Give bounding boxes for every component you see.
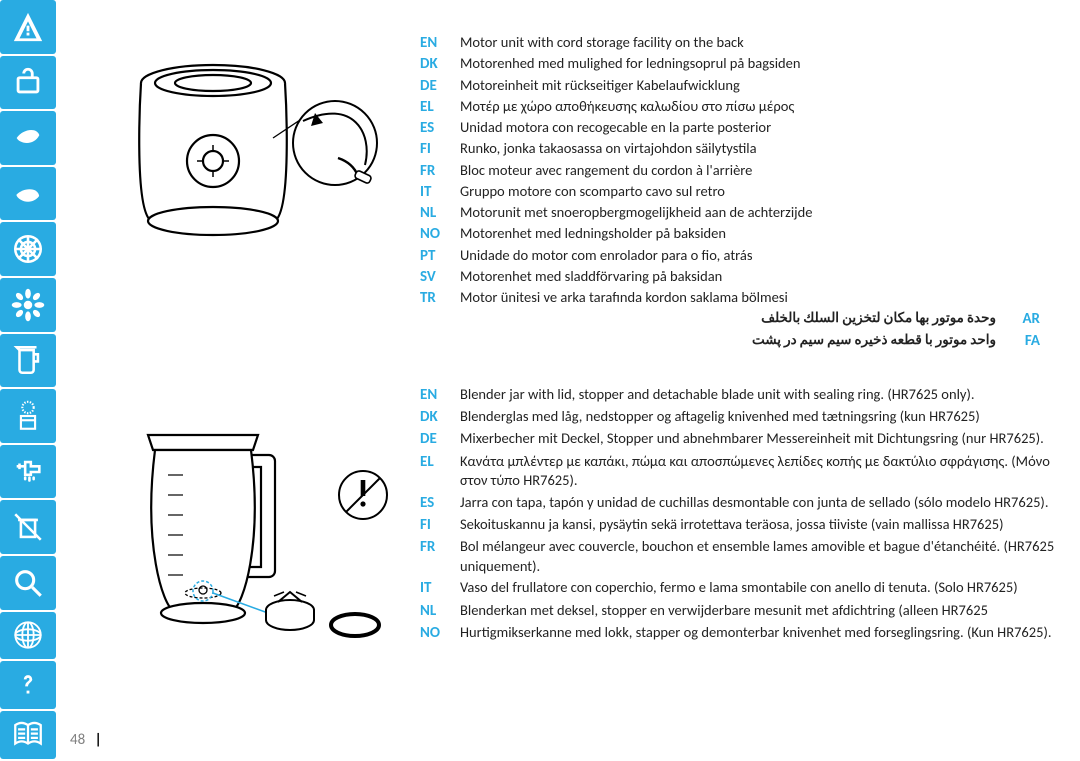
lang-text: Motor ünitesi ve arka tarafında kordon s…: [460, 288, 1060, 308]
lang-code: FR: [420, 161, 460, 181]
lang-text: واحد موتور با قطعه ذخیره سیم سیم در پشت: [420, 331, 996, 349]
lang-row: ELΚανάτα μπλέντερ με καπάκι, πώμα και απ…: [420, 452, 1060, 491]
lang-text: Unidad motora con recogecable en la part…: [460, 118, 1060, 138]
lang-code: DE: [420, 429, 460, 449]
lang-text: Mixerbecher mit Deckel, Stopper und abne…: [460, 429, 1060, 449]
lang-row: SVMotorenhet med sladdförvaring på baksi…: [420, 267, 1060, 287]
lang-code: IT: [420, 578, 460, 598]
lang-code: EL: [420, 97, 460, 117]
flower-icon: [0, 278, 56, 332]
lang-text: Runko, jonka takaosassa on virtajohdon s…: [460, 139, 1060, 159]
lang-code: NO: [420, 623, 460, 643]
lang-code: NO: [420, 224, 460, 244]
lang-code: IT: [420, 182, 460, 202]
motor-unit-illustration: [65, 33, 420, 352]
page-number: 48 |: [70, 731, 102, 749]
lang-row: NOHurtigmikserkanne med lokk, stapper og…: [420, 623, 1060, 643]
lang-code: FR: [420, 537, 460, 557]
guarantee-icon: [0, 612, 56, 660]
leaf2-icon: [0, 167, 56, 221]
lang-row: FRBol mélangeur avec couvercle, bouchon …: [420, 537, 1060, 576]
lang-row: FRBloc moteur avec rangement du cordon à…: [420, 161, 1060, 181]
lang-text: Motorenhet med sladdförvaring på baksida…: [460, 267, 1060, 287]
storage-icon: [0, 389, 56, 443]
lang-code: ES: [420, 493, 460, 513]
lang-row: NLMotorunit met snoeropbergmogelijkheid …: [420, 203, 1060, 223]
blender-jar-illustration: [65, 385, 420, 675]
lang-row: FIRunko, jonka takaosassa on virtajohdon…: [420, 139, 1060, 159]
lang-text: Gruppo motore con scomparto cavo sul ret…: [460, 182, 1060, 202]
lang-row: DEMixerbecher mit Deckel, Stopper und ab…: [420, 429, 1060, 449]
lang-code: TR: [420, 288, 460, 308]
lang-row: NOMotorenhet med ledningsholder på baksi…: [420, 224, 1060, 244]
lang-code: EN: [420, 385, 460, 405]
lang-row: DEMotoreinheit mit rückseitiger Kabelauf…: [420, 76, 1060, 96]
lang-text: Bloc moteur avec rangement du cordon à l…: [460, 161, 1060, 181]
lang-row-rtl: AR وحدة موتور بها مكان لتخزين السلك بالخل…: [420, 309, 1060, 329]
lang-text: Motorenhet med ledningsholder på bakside…: [460, 224, 1060, 244]
tap-icon: [0, 445, 56, 499]
page-number-value: 48: [70, 731, 85, 749]
lang-code: PT: [420, 246, 460, 266]
lang-row: ITVaso del frullatore con coperchio, fer…: [420, 578, 1060, 598]
jug-icon: [0, 334, 56, 388]
lang-text: Sekoituskannu ja kansi, pysäytin sekä ir…: [460, 515, 1060, 535]
nobin-icon: [0, 500, 56, 554]
lang-text: Κανάτα μπλέντερ με καπάκι, πώμα και αποσ…: [460, 452, 1060, 491]
leaf1-icon: [0, 111, 56, 165]
lang-text: Motoreinheit mit rückseitiger Kabelaufwi…: [460, 76, 1060, 96]
section-motor-unit: ENMotor unit with cord storage facility …: [65, 0, 1080, 352]
lang-row: ESUnidad motora con recogecable en la pa…: [420, 118, 1060, 138]
lang-text: Blenderglas med låg, nedstopper og aftag…: [460, 407, 1060, 427]
lang-code: DK: [420, 54, 460, 74]
lock-open-icon: [0, 56, 56, 110]
lang-row: ENMotor unit with cord storage facility …: [420, 33, 1060, 53]
lang-row: TRMotor ünitesi ve arka tarafında kordon…: [420, 288, 1060, 308]
lang-code: DK: [420, 407, 460, 427]
lang-text: Vaso del frullatore con coperchio, fermo…: [460, 578, 1060, 598]
lang-text: Hurtigmikserkanne med lokk, stapper og d…: [460, 623, 1060, 643]
lang-text: وحدة موتور بها مكان لتخزين السلك بالخلف: [420, 309, 996, 327]
lang-text: Blenderkan met deksel, stopper en verwij…: [460, 601, 1060, 621]
lang-text: Unidade do motor com enrolador para o fi…: [460, 246, 1060, 266]
lang-code: FI: [420, 139, 460, 159]
section-blender-jar: ENBlender jar with lid, stopper and deta…: [65, 352, 1080, 675]
citrus-icon: [0, 222, 56, 276]
warning-icon: [0, 0, 56, 54]
lang-code: AR: [1004, 309, 1040, 329]
lang-row: ESJarra con tapa, tapón y unidad de cuch…: [420, 493, 1060, 513]
lang-row-rtl: FA واحد موتور با قطعه ذخیره سیم سیم در پش…: [420, 331, 1060, 351]
lang-code: ES: [420, 118, 460, 138]
page-content: ENMotor unit with cord storage facility …: [65, 0, 1080, 761]
lang-code: EN: [420, 33, 460, 53]
lang-row: DKBlenderglas med låg, nedstopper og aft…: [420, 407, 1060, 427]
lang-code: NL: [420, 601, 460, 621]
lang-row: PTUnidade do motor com enrolador para o …: [420, 246, 1060, 266]
section2-text: ENBlender jar with lid, stopper and deta…: [420, 385, 1080, 675]
lang-code: EL: [420, 452, 460, 472]
lang-code: FA: [1004, 331, 1040, 351]
lang-code: DE: [420, 76, 460, 96]
lang-text: Μοτέρ με χώρο αποθήκευσης καλωδίου στο π…: [460, 97, 1060, 117]
lang-code: FI: [420, 515, 460, 535]
magnifier-icon: [0, 556, 56, 610]
lang-row: DKMotorenhed med mulighed for ledningsop…: [420, 54, 1060, 74]
sidebar: [0, 0, 60, 761]
lang-text: Motorenhed med mulighed for ledningsopru…: [460, 54, 1060, 74]
lang-text: Motorunit met snoeropbergmogelijkheid aa…: [460, 203, 1060, 223]
lang-text: Motor unit with cord storage facility on…: [460, 33, 1060, 53]
question-icon: [0, 661, 56, 709]
lang-row: ELΜοτέρ με χώρο αποθήκευσης καλωδίου στο…: [420, 97, 1060, 117]
lang-row: NLBlenderkan met deksel, stopper en verw…: [420, 601, 1060, 621]
lang-row: FISekoituskannu ja kansi, pysäytin sekä …: [420, 515, 1060, 535]
lang-code: NL: [420, 203, 460, 223]
lang-text: Bol mélangeur avec couvercle, bouchon et…: [460, 537, 1060, 576]
lang-row: ENBlender jar with lid, stopper and deta…: [420, 385, 1060, 405]
section1-text: ENMotor unit with cord storage facility …: [420, 33, 1080, 352]
lang-row: ITGruppo motore con scomparto cavo sul r…: [420, 182, 1060, 202]
lang-text: Jarra con tapa, tapón y unidad de cuchil…: [460, 493, 1060, 513]
manual-icon: [0, 711, 56, 759]
lang-code: SV: [420, 267, 460, 287]
lang-text: Blender jar with lid, stopper and detach…: [460, 385, 1060, 405]
